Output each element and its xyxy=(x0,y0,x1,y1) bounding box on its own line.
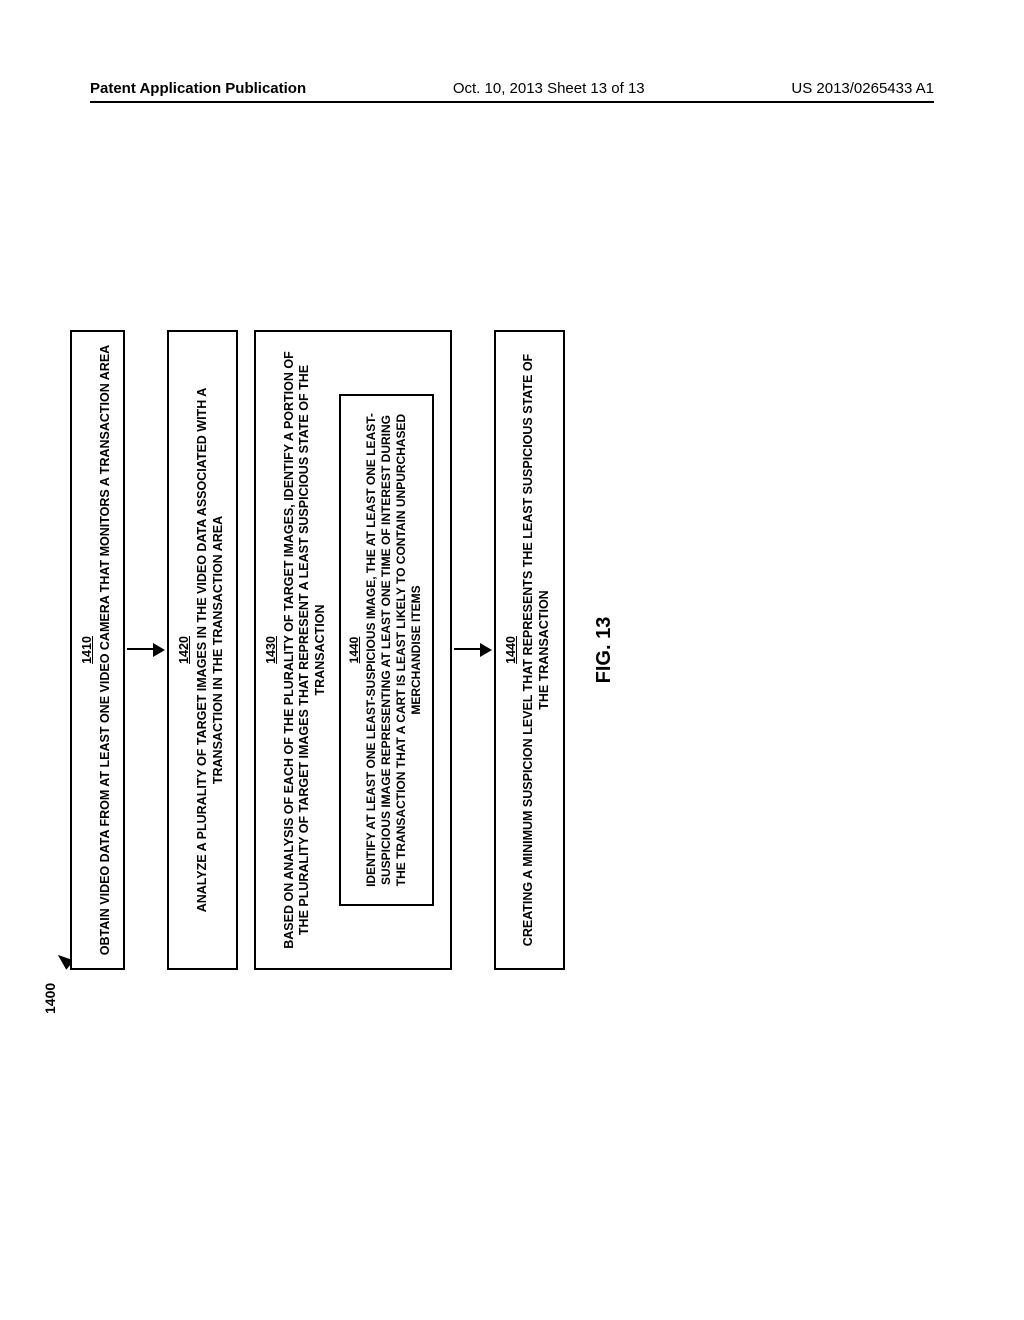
flowchart: 1400 1410 OBTAIN VIDEO DATA FROM AT LEAS… xyxy=(70,330,616,970)
flow-box-1420: 1420 ANALYZE A PLURALITY OF TARGET IMAGE… xyxy=(167,330,238,970)
flow-arrow xyxy=(125,330,167,970)
box-number: 1410 xyxy=(80,344,96,956)
flow-box-1410: 1410 OBTAIN VIDEO DATA FROM AT LEAST ONE… xyxy=(70,330,125,970)
figure-ref-label: 1400 xyxy=(42,983,58,1014)
box-number: 1440 xyxy=(347,406,362,894)
header-center: Oct. 10, 2013 Sheet 13 of 13 xyxy=(453,80,645,97)
flow-gap xyxy=(238,330,254,970)
header-right: US 2013/0265433 A1 xyxy=(791,80,934,97)
flow-inner-box-1440: 1440 IDENTIFY AT LEAST ONE LEAST-SUSPICI… xyxy=(339,394,434,906)
box-text: OBTAIN VIDEO DATA FROM AT LEAST ONE VIDE… xyxy=(98,345,112,955)
page: Patent Application Publication Oct. 10, … xyxy=(0,0,1024,1320)
box-text: ANALYZE A PLURALITY OF TARGET IMAGES IN … xyxy=(195,388,225,913)
page-header: Patent Application Publication Oct. 10, … xyxy=(90,80,934,103)
figure-caption: FIG. 13 xyxy=(593,330,616,970)
box-number: 1420 xyxy=(177,344,193,956)
box-number: 1440 xyxy=(504,344,520,956)
flow-arrow xyxy=(452,330,494,970)
box-text: CREATING A MINIMUM SUSPICION LEVEL THAT … xyxy=(521,354,551,946)
box-text: BASED ON ANALYSIS OF EACH OF THE PLURALI… xyxy=(282,351,327,949)
flow-box-1430: 1430 BASED ON ANALYSIS OF EACH OF THE PL… xyxy=(254,330,452,970)
header-left: Patent Application Publication xyxy=(90,80,306,97)
flow-box-1440: 1440 CREATING A MINIMUM SUSPICION LEVEL … xyxy=(494,330,565,970)
flowchart-rotated: 1400 1410 OBTAIN VIDEO DATA FROM AT LEAS… xyxy=(70,330,970,970)
box-number: 1430 xyxy=(264,344,280,956)
box-text: IDENTIFY AT LEAST ONE LEAST-SUSPICIOUS I… xyxy=(364,413,423,887)
